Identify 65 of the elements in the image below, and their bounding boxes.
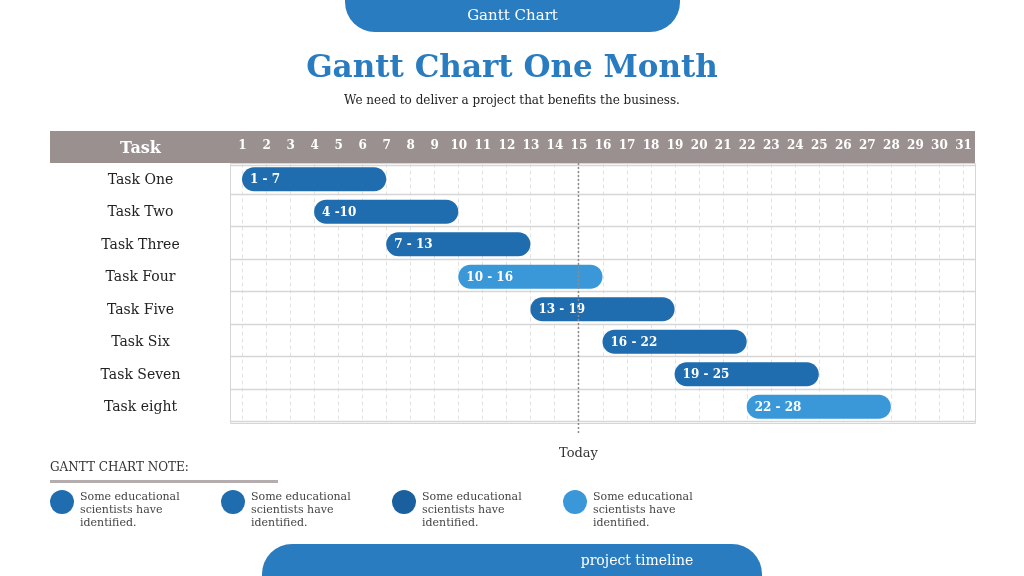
bar [530,297,675,322]
text: Some educational scientists have identified. [251,490,352,529]
x-tick-label: 20 [690,137,708,152]
chart-subtitle: We need to deliver a project that benefits the business. [343,93,681,107]
x-tick-label: 27 [859,137,876,152]
text: Some educational scientists have identified. [422,490,523,529]
annotation: 22 - 28 [754,399,802,414]
x-tick-label: 16 [594,137,612,152]
x-tick-label: 17 [618,137,636,152]
x-tick-label: 7 [382,137,391,152]
x-tick-label: 4 [310,137,319,152]
bar [602,329,747,354]
text: Some educational scientists have identified. [593,490,694,529]
y-tick-label: Task Seven [100,365,181,382]
text: Some educational scientists have identified. [80,490,181,529]
x-tick-label: 31 [955,137,972,152]
x-tick-label: 28 [883,137,900,152]
y-tick-label: Task One [107,170,174,187]
x-tick-label: 2 [262,137,271,152]
x-tick-label: 21 [714,137,732,152]
annotation: 4 -10 [322,204,357,219]
bar [674,362,819,387]
x-tick-label: 15 [570,137,588,152]
y-tick-label: Task Five [106,300,175,317]
x-tick-label: 12 [498,137,516,152]
x-tick-label: 6 [358,137,367,152]
text: Gantt Chart [345,0,680,32]
x-tick-label: 3 [286,137,295,152]
x-tick-label: 10 [450,137,468,152]
x-tick-label: 22 [738,137,756,152]
bar [314,199,459,224]
x-tick-label: 24 [786,137,804,152]
x-tick-label: 18 [642,137,660,152]
y-tick-label: Task Four [105,268,176,285]
annotation: 1 - 7 [250,172,281,187]
x-tick-label: 25 [810,137,828,152]
x-tick-label: 19 [666,137,684,152]
y-tick-label: Task Two [107,203,174,220]
x-tick-label: 5 [334,137,343,152]
x-tick-label: 23 [762,137,780,152]
bar [746,394,891,419]
bar [458,264,603,289]
y-axis-title: Task [120,137,162,157]
x-tick-label: 11 [474,137,492,152]
text: project timeline [579,551,695,570]
bar [386,232,531,257]
x-tick-label: 29 [907,137,924,152]
annotation: 7 - 13 [394,237,433,252]
y-tick-label: Task Six [111,333,170,350]
x-tick-label: 14 [546,137,564,152]
x-tick-label: 1 [238,137,247,152]
x-tick-label: 13 [522,137,540,152]
x-tick-label: 8 [406,137,415,152]
x-tick-label: 9 [430,137,439,152]
annotation: 16 - 22 [610,334,658,349]
x-tick-label: 30 [931,137,948,152]
annotation: 19 - 25 [682,367,730,382]
bar [242,167,387,192]
y-tick-label: Task Three [101,235,180,252]
ref-line-label: Today [559,445,599,460]
text: GANTT CHART NOTE: [50,460,278,483]
y-tick-label: Task eight [103,398,178,415]
x-tick-label: 26 [834,137,852,152]
chart-title: Gantt Chart One Month [305,48,719,84]
annotation: 10 - 16 [466,269,514,284]
